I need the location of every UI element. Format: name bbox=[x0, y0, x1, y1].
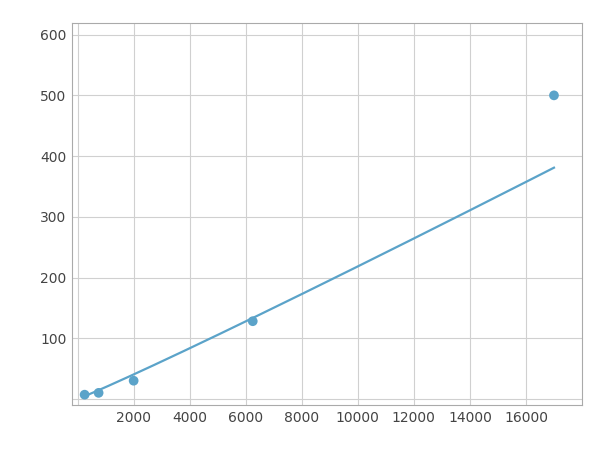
Point bbox=[129, 377, 139, 384]
Point bbox=[94, 389, 103, 396]
Point bbox=[80, 391, 89, 398]
Point bbox=[549, 92, 559, 99]
Point bbox=[248, 318, 257, 325]
